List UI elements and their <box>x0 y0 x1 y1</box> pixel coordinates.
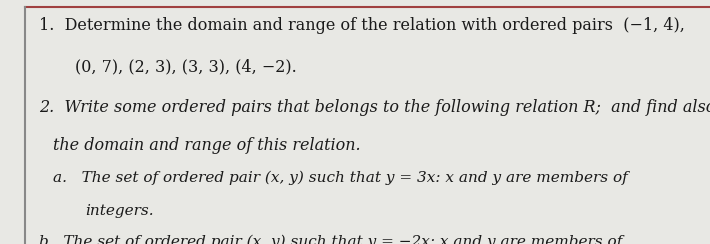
Text: 1.  Determine the domain and range of the relation with ordered pairs  (−1, 4),: 1. Determine the domain and range of the… <box>39 17 685 34</box>
Text: integers.: integers. <box>85 204 154 218</box>
Text: (0, 7), (2, 3), (3, 3), (4, −2).: (0, 7), (2, 3), (3, 3), (4, −2). <box>75 59 296 76</box>
Text: the domain and range of this relation.: the domain and range of this relation. <box>53 137 361 154</box>
Text: b.  The set of ordered pair (x, y) such that y = −2x: x and y are members of: b. The set of ordered pair (x, y) such t… <box>39 234 622 244</box>
Text: 2.  Write some ordered pairs that belongs to the following relation R;  and find: 2. Write some ordered pairs that belongs… <box>39 99 710 116</box>
Text: a.   The set of ordered pair (x, y) such that y = 3x: x and y are members of: a. The set of ordered pair (x, y) such t… <box>53 171 628 185</box>
